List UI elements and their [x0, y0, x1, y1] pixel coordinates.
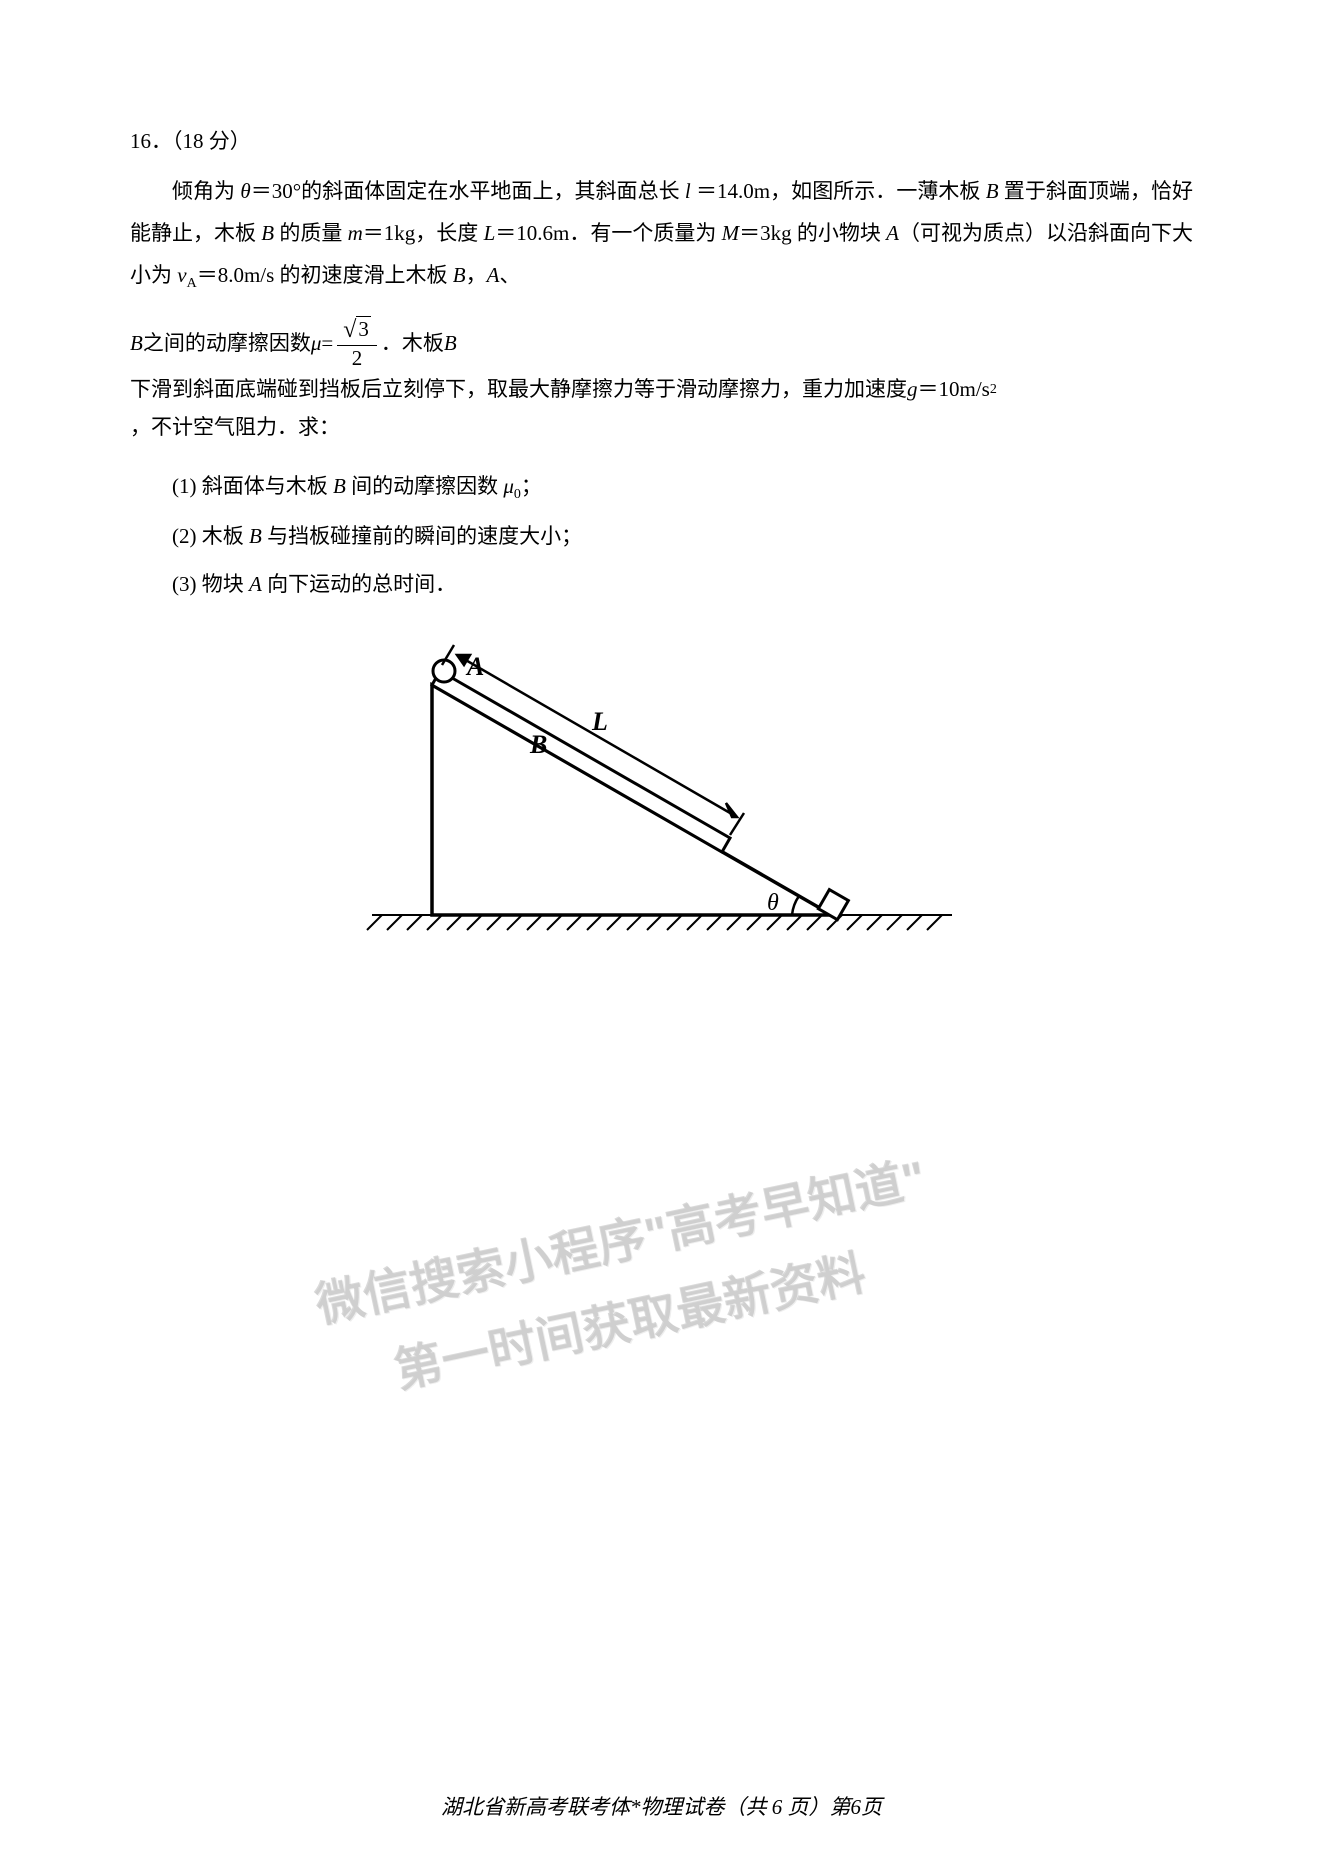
question-header: 16．（18 分）: [130, 120, 1193, 162]
ground-hatching: [367, 915, 952, 930]
question-points: （18 分）: [172, 129, 251, 153]
incline-diagram: A B L θ: [312, 635, 1012, 975]
page-footer: 湖北省新高考联考体*物理试卷（共 6 页）第6页: [0, 1791, 1323, 1821]
paragraph-1: 倾角为 θ＝30°的斜面体固定在水平地面上，其斜面总长 l ＝14.0m，如图所…: [130, 170, 1193, 298]
sub-question-1: (1) 斜面体与木板 B 间的动摩擦因数 μ0；: [172, 465, 1193, 509]
formula-paragraph: B 之间的动摩擦因数 μ = √3 2 ．木板 B 下滑到斜面底端碰到挡板后立刻…: [130, 316, 1193, 447]
question-content: 16．（18 分） 倾角为 θ＝30°的斜面体固定在水平地面上，其斜面总长 l …: [130, 120, 1193, 989]
sub-questions: (1) 斜面体与木板 B 间的动摩擦因数 μ0； (2) 木板 B 与挡板碰撞前…: [172, 465, 1193, 605]
sub-question-2: (2) 木板 B 与挡板碰撞前的瞬间的速度大小；: [172, 515, 1193, 557]
label-a: A: [465, 652, 484, 681]
dimension-l: [442, 645, 744, 835]
angle-arc: [792, 896, 799, 915]
board-b: [432, 671, 730, 852]
sqrt: √3: [343, 316, 371, 345]
watermark-line1: 微信搜索小程序"高考早知道": [307, 1131, 935, 1354]
label-l: L: [591, 707, 608, 736]
sub-question-3: (3) 物块 A 向下运动的总时间．: [172, 563, 1193, 605]
label-b: B: [529, 730, 547, 759]
diagram-container: A B L θ 微信搜索小程序"高考早知道" 第一时间获取最新资料: [130, 635, 1193, 989]
label-theta: θ: [767, 890, 779, 916]
numerator: √3: [337, 316, 377, 346]
fraction: √3 2: [337, 316, 377, 371]
denominator: 2: [346, 346, 369, 371]
question-number: 16．: [130, 129, 172, 153]
watermark-line2: 第一时间获取最新资料: [385, 1226, 874, 1420]
